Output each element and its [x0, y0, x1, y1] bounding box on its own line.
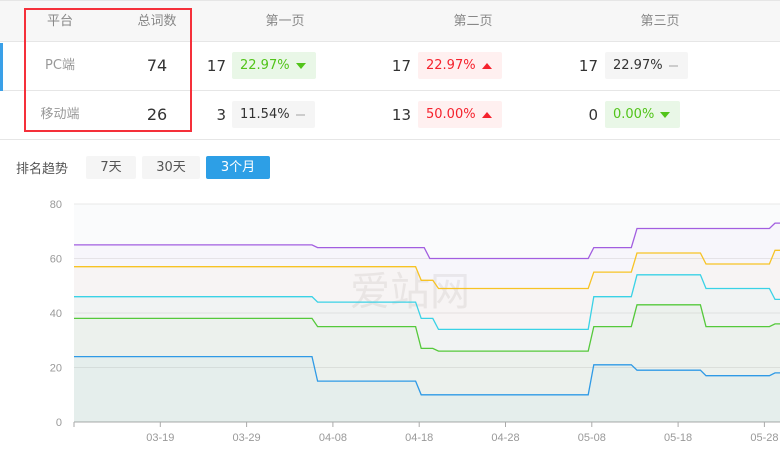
- page1-count: 3: [216, 106, 226, 124]
- arrow-up-icon: [481, 111, 492, 118]
- page3-count: 17: [578, 57, 598, 75]
- percent-value: 11.54%: [240, 107, 290, 122]
- table-header: 平台 总词数 第一页 第二页 第三页: [0, 0, 780, 42]
- percent-value: 50.00%: [426, 107, 476, 122]
- y-tick-label: 20: [50, 363, 62, 375]
- page1-count: 17: [206, 57, 226, 75]
- page3-percent-badge: 22.97%: [605, 52, 688, 79]
- series-line-5: [74, 355, 780, 396]
- page2-percent-badge: 22.97%: [418, 52, 502, 79]
- range-3m-button[interactable]: 3个月: [206, 156, 270, 179]
- page1-percent-badge: 11.54%: [232, 101, 315, 128]
- percent-value: 0.00%: [613, 107, 655, 122]
- trend-label: 排名趋势: [16, 162, 69, 177]
- series-line-4: [74, 304, 780, 352]
- x-tick-label: 03-29: [233, 432, 261, 444]
- series-line-2: [74, 249, 780, 290]
- x-tick-label: 04-28: [491, 432, 519, 444]
- series-line-1: [74, 222, 780, 260]
- percent-value: 22.97%: [426, 58, 476, 73]
- page1-percent-badge: 22.97%: [232, 52, 316, 79]
- total-count: 26: [146, 105, 168, 124]
- selected-row-indicator: [0, 43, 3, 91]
- page3-percent-badge: 0.00%: [605, 101, 681, 128]
- y-tick-label: 80: [50, 199, 62, 211]
- x-tick-label: 03-19: [146, 432, 174, 444]
- page3-count: 0: [588, 106, 598, 124]
- y-tick-label: 0: [56, 417, 62, 429]
- table-row[interactable]: 移动端 26 3 11.54% 13 50.00% 0 0.00%: [0, 91, 780, 140]
- header-platform: 平台: [46, 14, 73, 29]
- page2-count: 17: [391, 57, 411, 75]
- rank-trend-chart: 爱站网 0 20 40 60 80 03-19 03-29 04-08 04-18 04-28 05-…: [50, 199, 780, 444]
- page2-count: 13: [391, 106, 411, 124]
- platform-name: 移动端: [40, 107, 80, 122]
- percent-value: 22.97%: [240, 58, 290, 73]
- highlight-box: [24, 8, 192, 132]
- series-line-3: [74, 274, 780, 331]
- arrow-down-icon: [295, 62, 306, 69]
- x-tick-label: 04-08: [319, 432, 347, 444]
- header-total: 总词数: [137, 14, 177, 29]
- x-tick-label: 04-18: [405, 432, 433, 444]
- range-7d-button[interactable]: 7天: [86, 156, 136, 179]
- y-tick-label: 40: [50, 308, 62, 320]
- header-page3: 第三页: [640, 14, 680, 29]
- dash-icon: [295, 113, 305, 116]
- total-count: 74: [146, 56, 168, 75]
- y-tick-label: 60: [50, 254, 62, 266]
- table-row[interactable]: PC端 74 17 22.97% 17 22.97% 17 22.97%: [0, 42, 780, 91]
- x-tick-label: 05-08: [578, 432, 606, 444]
- header-page2: 第二页: [453, 14, 493, 29]
- platform-name: PC端: [45, 58, 75, 73]
- header-page1: 第一页: [265, 14, 305, 29]
- range-30d-button[interactable]: 30天: [142, 156, 200, 179]
- arrow-up-icon: [481, 62, 492, 69]
- x-tick-label: 05-18: [664, 432, 692, 444]
- arrow-down-icon: [660, 111, 671, 118]
- page2-percent-badge: 50.00%: [418, 101, 502, 128]
- percent-value: 22.97%: [613, 58, 663, 73]
- x-tick-label: 05-28: [750, 432, 778, 444]
- dash-icon: [668, 64, 678, 67]
- watermark: 爱站网: [350, 269, 470, 315]
